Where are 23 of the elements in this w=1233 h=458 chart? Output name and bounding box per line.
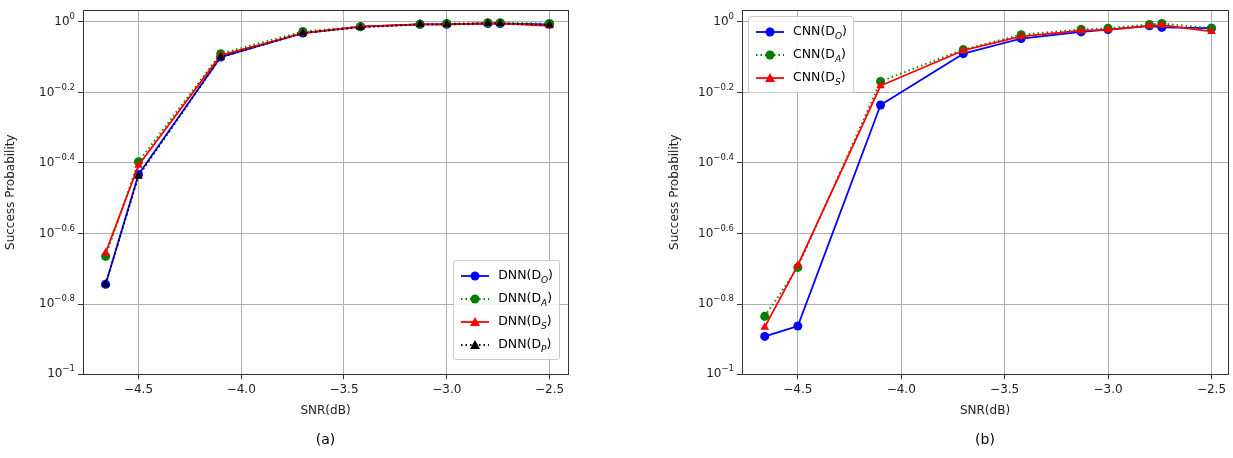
x-tick-label: −3.0: [1093, 381, 1123, 396]
y-axis-title: Success Probability: [667, 134, 682, 250]
x-axis-title: SNR(dB): [959, 402, 1011, 417]
x-tick-label: −3.5: [329, 381, 359, 396]
legend-label: DNN(D$_{O}$): [498, 266, 553, 285]
x-tick-label: −4.5: [783, 381, 813, 396]
legend-label: DNN(D$_{A}$): [498, 289, 553, 308]
x-tick-label: −2.5: [534, 381, 565, 396]
x-tick-label: −2.5: [1196, 381, 1227, 396]
legend-label: DNN(D$_{S}$): [498, 312, 552, 331]
legend-label: CNN(D$_{O}$): [793, 22, 847, 41]
text: (b): [975, 431, 995, 447]
x-axis-title: SNR(dB): [300, 402, 351, 417]
x-tick-label: −3.5: [990, 381, 1020, 396]
x-tick-label: −4.0: [886, 381, 916, 396]
legend-label: DNN(D$_{P}$): [498, 335, 552, 354]
x-tick-label: −4.0: [226, 381, 256, 396]
legend-label: CNN(D$_{A}$): [793, 45, 846, 64]
text: (a): [315, 431, 336, 447]
legend-label: CNN(D$_{S}$): [793, 68, 846, 87]
x-tick-label: −3.0: [432, 381, 462, 396]
y-axis-title: Success Probability: [3, 134, 18, 250]
x-tick-label: −4.5: [123, 381, 154, 396]
